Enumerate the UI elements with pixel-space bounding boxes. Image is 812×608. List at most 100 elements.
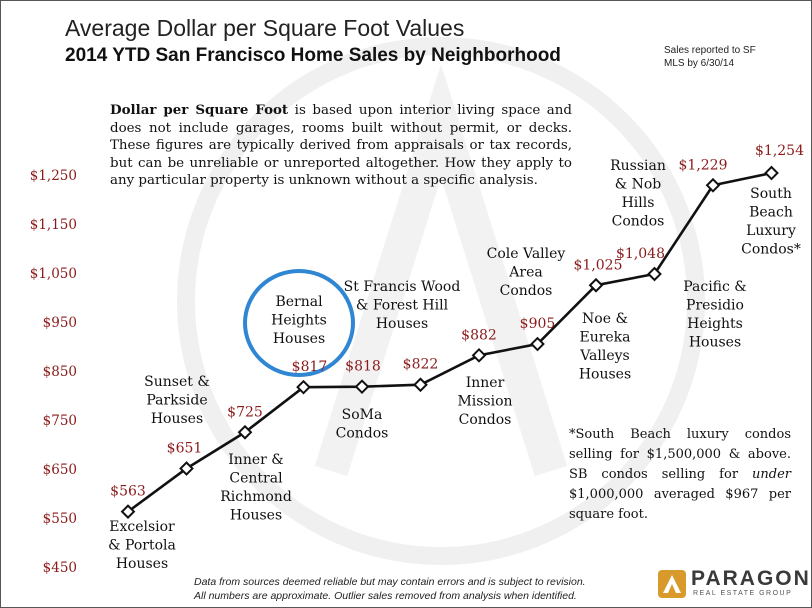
category-label-line: Houses bbox=[116, 556, 168, 572]
data-label: $651 bbox=[167, 441, 203, 457]
category-label-line: Valleys bbox=[579, 348, 630, 364]
category-label: Inner Mission Condos bbox=[457, 375, 512, 428]
data-point-marker bbox=[413, 377, 428, 393]
data-point-marker bbox=[237, 424, 253, 440]
footnote-text: *South Beach luxury condos selling for $… bbox=[569, 425, 791, 525]
category-label-line: Mission bbox=[457, 394, 512, 410]
paragon-logo: PARAGON REAL ESTATE GROUP bbox=[657, 567, 809, 601]
data-point-marker bbox=[588, 277, 604, 293]
category-label: Bernal Heights Houses bbox=[271, 294, 327, 347]
category-label-line: Presidio bbox=[686, 298, 744, 314]
category-label-line: Houses bbox=[376, 316, 428, 332]
category-label: Noe & Eureka Valleys Houses bbox=[579, 311, 631, 383]
category-label: Pacific & Presidio Heights Houses bbox=[683, 279, 747, 351]
category-label-line: Noe & bbox=[582, 311, 628, 327]
data-point-marker bbox=[296, 379, 311, 395]
y-tick-label: $850 bbox=[43, 364, 77, 380]
category-label-line: Russian bbox=[610, 158, 666, 174]
category-label-line: Condos* bbox=[741, 242, 801, 258]
data-label: $1,254 bbox=[755, 143, 804, 159]
data-label: $1,229 bbox=[679, 157, 728, 173]
category-label-line: Pacific & bbox=[683, 279, 747, 295]
category-label-line: & Nob bbox=[615, 177, 662, 193]
data-label: $1,025 bbox=[574, 257, 623, 273]
category-label-line: South bbox=[750, 186, 792, 202]
category-label-line: Luxury bbox=[746, 223, 796, 239]
category-label: Sunset & Parkside Houses bbox=[144, 374, 210, 427]
highlight-circle bbox=[243, 269, 355, 377]
category-label: St Francis Wood & Forest Hill Houses bbox=[344, 279, 461, 332]
data-label: $822 bbox=[403, 357, 439, 373]
data-point-marker bbox=[647, 266, 662, 282]
category-label-line: St Francis Wood bbox=[344, 279, 461, 295]
category-label: Cole Valley Area Condos bbox=[487, 246, 566, 299]
category-label-line: Richmond bbox=[220, 489, 292, 505]
category-label-line: Condos bbox=[500, 283, 553, 299]
category-label-line: Area bbox=[508, 265, 542, 281]
data-point-marker bbox=[705, 177, 721, 193]
category-label-line: Houses bbox=[273, 331, 325, 347]
logo-tagline: REAL ESTATE GROUP bbox=[693, 590, 793, 597]
category-label-line: Hills bbox=[622, 195, 655, 211]
category-label-line: Houses bbox=[579, 367, 631, 383]
category-label-line: Houses bbox=[230, 508, 282, 524]
category-label-line: Houses bbox=[151, 411, 203, 427]
category-label-line: Sunset & bbox=[144, 374, 210, 390]
category-label-line: Condos bbox=[459, 412, 512, 428]
category-label-line: & Portola bbox=[108, 538, 176, 554]
data-point-marker bbox=[530, 336, 545, 352]
category-label-line: Condos bbox=[336, 426, 389, 442]
category-label-line: Heights bbox=[687, 316, 743, 332]
logo-name: PARAGON bbox=[691, 567, 811, 590]
data-label: $818 bbox=[345, 359, 381, 375]
category-label-line: Condos bbox=[612, 214, 665, 230]
data-point-marker bbox=[471, 347, 487, 363]
y-tick-label: $1,150 bbox=[30, 217, 77, 233]
data-point-marker bbox=[179, 461, 194, 476]
category-label-line: & Forest Hill bbox=[356, 298, 449, 314]
category-label-line: Bernal bbox=[275, 294, 323, 310]
category-label-line: Cole Valley bbox=[487, 246, 566, 262]
series-line bbox=[127, 171, 772, 513]
category-label-line: SoMa bbox=[342, 407, 383, 423]
data-label: $817 bbox=[292, 359, 328, 375]
category-label: Inner & Central Richmond Houses bbox=[220, 452, 292, 524]
data-label: $1,048 bbox=[616, 246, 665, 262]
paragon-emblem-icon bbox=[658, 570, 686, 598]
footnote-post: $1,000,000 averaged $967 per square foot… bbox=[569, 487, 791, 522]
chart-title: Average Dollar per Square Foot Values bbox=[65, 15, 465, 41]
data-point-marker bbox=[120, 504, 136, 519]
category-label-line: Beach bbox=[749, 205, 793, 221]
footnote-pre: *South Beach luxury condos selling for $… bbox=[569, 427, 791, 482]
y-tick-label: $1,250 bbox=[30, 168, 77, 184]
category-label-line: Houses bbox=[689, 335, 741, 351]
y-tick-label: $1,050 bbox=[30, 266, 77, 282]
y-tick-label: $950 bbox=[43, 315, 77, 331]
description-text: Dollar per Square Foot is based upon int… bbox=[110, 102, 572, 190]
description-body: is based upon interior living space and … bbox=[110, 103, 572, 189]
y-tick-label: $750 bbox=[43, 413, 77, 429]
data-label: $882 bbox=[461, 327, 497, 343]
y-tick-label: $650 bbox=[43, 462, 77, 478]
sales-note: Sales reported to SF MLS by 6/30/14 bbox=[664, 45, 756, 69]
data-label: $725 bbox=[227, 404, 263, 420]
category-label: Excelsior & Portola Houses bbox=[108, 519, 176, 572]
category-label: South Beach Luxury Condos* bbox=[741, 186, 801, 258]
y-tick-label: $450 bbox=[43, 560, 77, 576]
category-label-line: Excelsior bbox=[109, 519, 175, 535]
category-label-line: Inner bbox=[466, 375, 505, 391]
category-label: Russian & Nob Hills Condos bbox=[610, 158, 666, 230]
source-note: Data from sources deemed reliable but ma… bbox=[194, 575, 644, 603]
category-label-line: Eureka bbox=[579, 330, 630, 346]
y-tick-label: $550 bbox=[43, 511, 77, 527]
category-label-line: Central bbox=[229, 471, 283, 487]
data-label: $905 bbox=[520, 316, 556, 332]
data-label: $563 bbox=[110, 484, 146, 500]
footnote-italic: under bbox=[752, 467, 791, 482]
category-label: SoMa Condos bbox=[336, 407, 389, 442]
data-point-marker bbox=[764, 165, 779, 181]
chart-subtitle: 2014 YTD San Francisco Home Sales by Nei… bbox=[65, 45, 561, 66]
